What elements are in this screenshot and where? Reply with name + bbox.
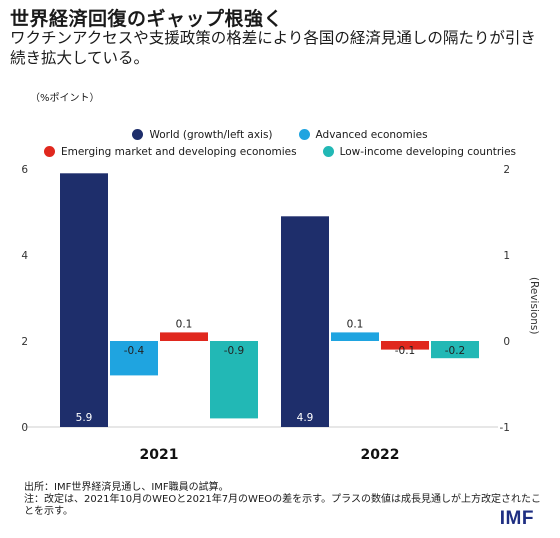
data-label-2021-2: 0.1	[176, 318, 193, 330]
legend-label-emerging: Emerging market and developing economies	[60, 145, 297, 158]
legend-swatch-world	[132, 129, 144, 140]
data-label-2021-1: -0.4	[124, 345, 145, 357]
legend-item-advanced: Advanced economies	[298, 128, 428, 141]
data-label-2021-3: -0.9	[224, 345, 245, 357]
legend-swatch-advanced	[298, 129, 310, 140]
y-right-tick-label: 0	[503, 336, 510, 348]
bar-2022-3	[431, 341, 479, 359]
data-label-2022-3: -0.2	[445, 345, 466, 357]
bar-2021-1	[110, 341, 158, 376]
data-label-2021-0: 5.9	[76, 412, 93, 424]
bar-chart: 0 2 4 6 -1 0 1 2 (Revisions) 5.9 -0.4 0.1 -0.9 2021 4.…	[21, 164, 540, 463]
y-right-tick-label: 2	[503, 164, 510, 176]
y-left-tick-label: 2	[21, 336, 28, 348]
data-label-2022-2: -0.1	[395, 345, 416, 357]
y-right-tick-label: -1	[500, 422, 510, 434]
bar-2021-2	[160, 332, 208, 341]
category-label-2021: 2021	[140, 447, 179, 463]
y-left-tick-label: 4	[21, 250, 28, 262]
legend-item-low-income: Low-income developing countries	[322, 145, 517, 158]
legend-label-low-income: Low-income developing countries	[339, 145, 517, 158]
source-note: 出所：IMF世界経済見通し、IMF職員の試算。	[24, 482, 229, 493]
bar-2022-1	[331, 332, 379, 341]
legend-label-advanced: Advanced economies	[315, 128, 428, 141]
legend-swatch-low-income	[322, 146, 334, 157]
legend-label-world: World (growth/left axis)	[149, 128, 273, 141]
bar-2022-2	[381, 341, 429, 350]
category-label-2022: 2022	[361, 447, 400, 463]
bar-2021-3	[210, 341, 258, 419]
y-right-tick-label: 1	[503, 250, 510, 262]
data-label-2022-0: 4.9	[297, 412, 314, 424]
data-label-2022-1: 0.1	[347, 318, 364, 330]
chart-subtitle: ワクチンアクセスや支援政策の格差により各国の経済見通しの隔たりが引き続き拡大して…	[10, 29, 536, 67]
legend-item-emerging: Emerging market and developing economies	[43, 145, 297, 158]
y-left-tick-label: 6	[21, 164, 28, 176]
legend: World (growth/left axis) Advanced econom…	[0, 126, 560, 160]
revision-note: 注：改定は、2021年10月のWEOと2021年7月のWEOの差を示す。プラスの…	[24, 494, 541, 517]
chart-title: 世界経済回復のギャップ根強く	[10, 8, 284, 30]
legend-swatch-emerging	[43, 146, 55, 157]
legend-item-world: World (growth/left axis)	[132, 128, 273, 141]
imf-logo: IMF	[499, 508, 534, 529]
y-right-axis-title: (Revisions)	[528, 277, 540, 335]
bar-2021-0	[60, 173, 108, 427]
y-left-tick-label: 0	[21, 422, 28, 434]
chart-footer: 出所：IMF世界経済見通し、IMF職員の試算。 注：改定は、2021年10月のW…	[24, 482, 544, 518]
unit-label: （%ポイント）	[30, 93, 100, 104]
bar-2022-0	[281, 216, 329, 427]
